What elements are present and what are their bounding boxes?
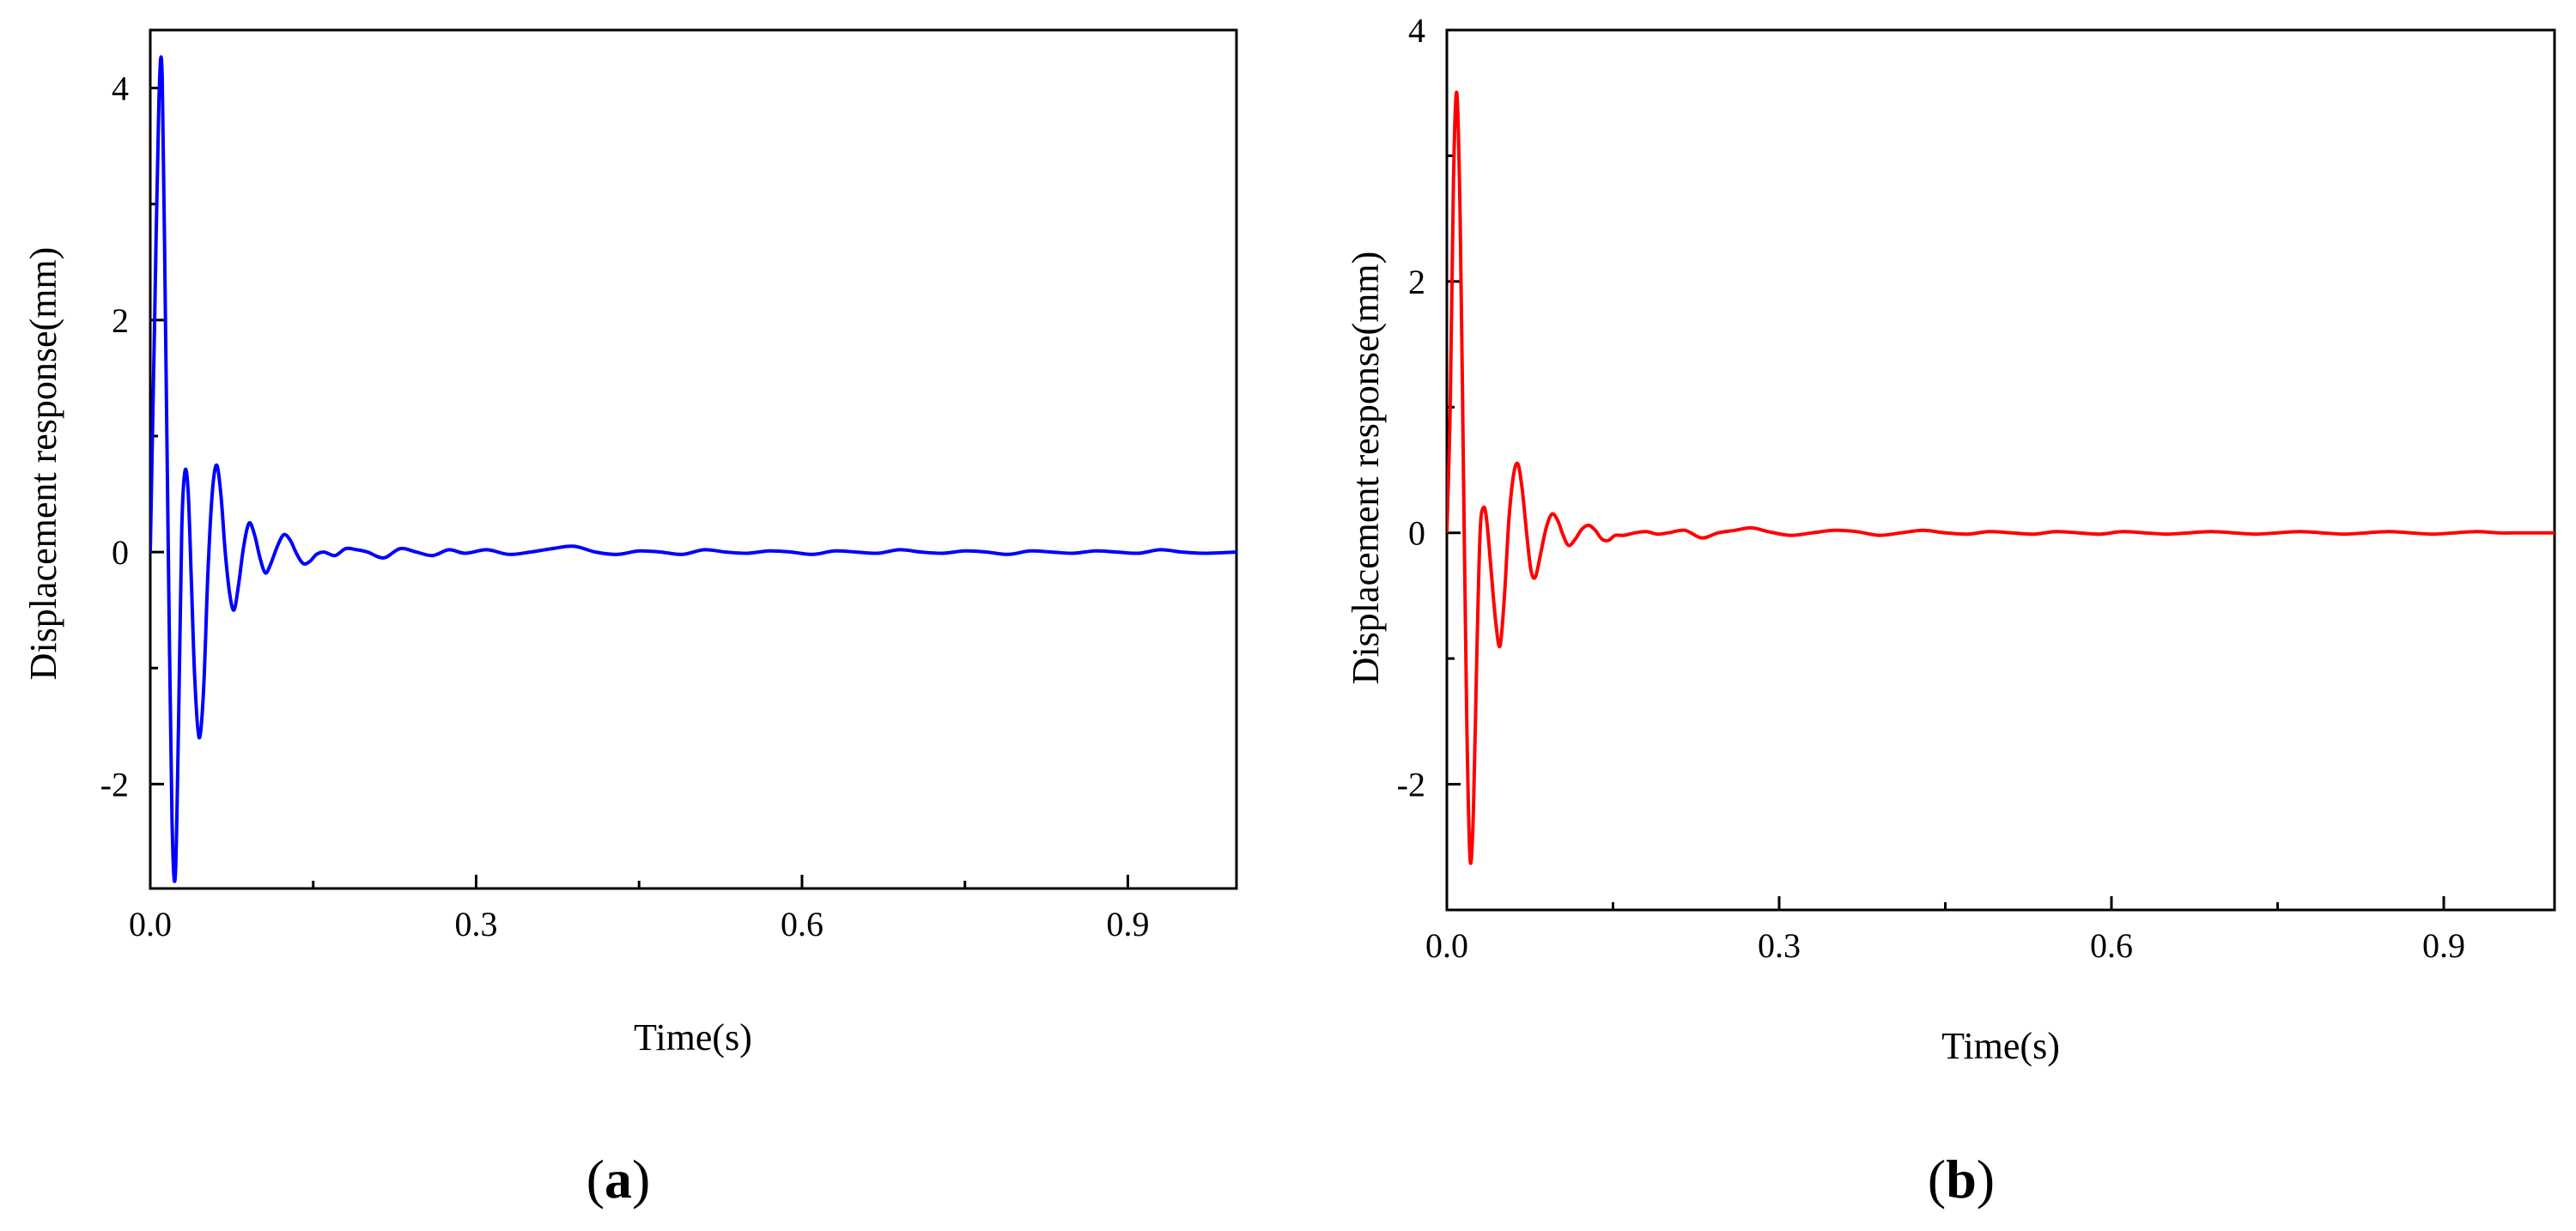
y-tick-label-a-0: -2 — [100, 765, 129, 803]
series-layer-b — [1447, 90, 2555, 865]
panel-label-a-open: ( — [586, 1149, 605, 1210]
panel-label-b-close: ) — [1977, 1149, 1995, 1210]
y-tick-label-a-3: 4 — [112, 70, 129, 108]
x-tick-label-b-1: 0.3 — [1758, 926, 1801, 965]
series-line-a-0 — [150, 55, 1236, 883]
panel-label-b-letter: b — [1946, 1149, 1977, 1210]
x-tick-label-b-2: 0.6 — [2090, 926, 2133, 965]
y-tick-label-b-2: 2 — [1408, 263, 1425, 301]
panel-label-a-letter: a — [605, 1149, 632, 1210]
x-tick-label-a-3: 0.9 — [1107, 905, 1150, 943]
y-tick-label-a-2: 2 — [112, 301, 129, 340]
panel-label-b: (b) — [1928, 1149, 1995, 1210]
x-tick-label-a-1: 0.3 — [455, 905, 498, 943]
svg-text:(a): (a) — [586, 1149, 651, 1210]
panel-label-b-open: ( — [1928, 1149, 1946, 1210]
x-tick-labels-a: 0.0 0.3 0.6 0.9 — [129, 905, 1150, 943]
y-tick-label-b-1: 0 — [1408, 514, 1425, 553]
svg-text:(b): (b) — [1928, 1149, 1995, 1210]
y-tick-label-a-1: 0 — [112, 533, 129, 572]
series-line-b-0 — [1447, 90, 2555, 865]
y-axis-title-b: Displacement response(mm) — [1345, 252, 1387, 685]
x-axis-title-a: Time(s) — [634, 1016, 752, 1058]
plot-frame-b — [1445, 28, 2556, 912]
x-tick-label-a-2: 0.6 — [781, 905, 823, 943]
y-tick-label-b-3: 4 — [1408, 11, 1425, 50]
y-tick-labels-b: -2 0 2 4 — [1397, 11, 1425, 804]
x-tick-label-b-0: 0.0 — [1425, 926, 1468, 965]
panel-label-a: (a) — [586, 1149, 651, 1210]
chart-panel-a: 0.0 0.3 0.6 0.9 -2 0 2 4 Time(s) Displacement … — [22, 28, 1238, 1210]
panel-label-a-close: ) — [632, 1149, 650, 1210]
x-axis-title-b: Time(s) — [1941, 1025, 2060, 1067]
y-axis-title-a: Displacement response(mm) — [22, 247, 64, 681]
x-tick-label-a-0: 0.0 — [129, 905, 172, 943]
series-layer-a — [150, 55, 1236, 883]
chart-panel-b: 0.0 0.3 0.6 0.9 -2 0 2 4 Time(s) Displacement … — [1345, 11, 2556, 1210]
axis-ticks-a — [149, 87, 1129, 888]
axis-ticks-b — [1445, 28, 2445, 912]
y-tick-labels-a: -2 0 2 4 — [100, 70, 129, 804]
y-tick-label-b-0: -2 — [1397, 766, 1425, 804]
x-tick-labels-b: 0.0 0.3 0.6 0.9 — [1425, 926, 2465, 965]
plot-frame-a — [149, 28, 1238, 890]
x-tick-label-b-3: 0.9 — [2422, 926, 2465, 965]
